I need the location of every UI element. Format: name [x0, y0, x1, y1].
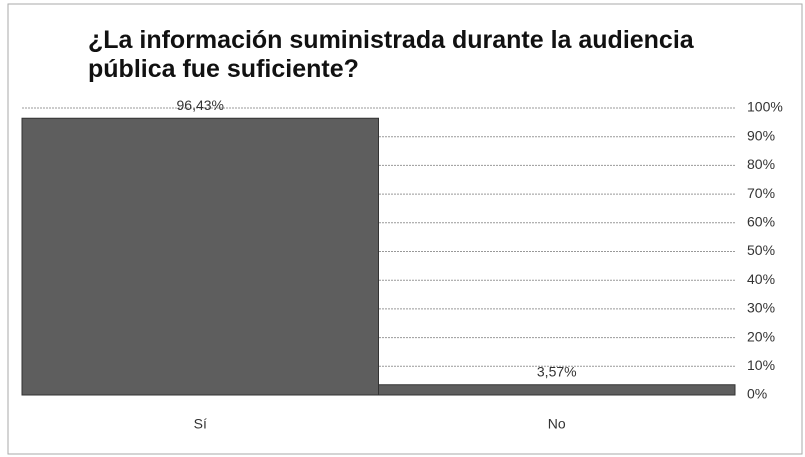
- y-tick-label: 70%: [747, 185, 775, 201]
- data-label: 3,57%: [537, 363, 577, 379]
- y-tick-label: 90%: [747, 127, 775, 143]
- bar: [378, 384, 736, 396]
- y-tick-label: 80%: [747, 156, 775, 172]
- bar: [21, 117, 379, 396]
- y-tick-label: 100%: [747, 99, 783, 115]
- y-tick-label: 0%: [747, 386, 767, 402]
- y-tick-label: 10%: [747, 357, 775, 373]
- x-tick-label: Sí: [194, 416, 207, 432]
- y-tick-label: 30%: [747, 300, 775, 316]
- y-tick-label: 60%: [747, 214, 775, 230]
- y-tick-label: 50%: [747, 242, 775, 258]
- y-tick-label: 40%: [747, 271, 775, 287]
- x-tick-label: No: [548, 416, 566, 432]
- chart-title: ¿La información suministrada durante la …: [88, 26, 694, 83]
- data-label: 96,43%: [177, 97, 224, 113]
- y-tick-label: 20%: [747, 328, 775, 344]
- frame: [7, 3, 803, 455]
